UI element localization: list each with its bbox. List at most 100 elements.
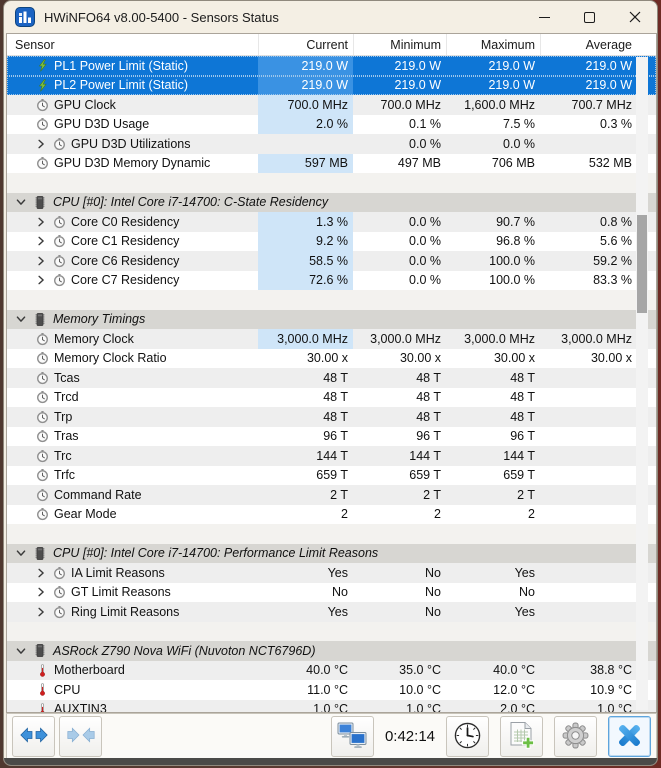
- sensor-row[interactable]: Memory Clock 3,000.0 MHz 3,000.0 MHz 3,000.…: [7, 329, 656, 349]
- column-header-current[interactable]: Current: [258, 34, 353, 55]
- reset-clock-button[interactable]: [446, 716, 489, 757]
- chevron-right-icon[interactable]: [35, 216, 47, 228]
- sensor-row[interactable]: Trfc 659 T 659 T 659 T: [7, 466, 656, 486]
- sensor-row[interactable]: IA Limit Reasons Yes No Yes: [7, 563, 656, 583]
- expand-columns-button[interactable]: [12, 716, 55, 757]
- sensor-label: Trc: [54, 448, 72, 463]
- chevron-right-icon[interactable]: [35, 235, 47, 247]
- sensor-row[interactable]: PL1 Power Limit (Static) 219.0 W 219.0 W 21…: [7, 56, 656, 76]
- minimize-button[interactable]: [522, 1, 567, 33]
- sensor-row[interactable]: Motherboard 40.0 °C 35.0 °C 40.0 °C 38.8 °C: [7, 660, 656, 680]
- chevron-right-icon[interactable]: [35, 606, 47, 618]
- collapse-columns-button[interactable]: [59, 716, 102, 757]
- chevron-right-icon[interactable]: [35, 586, 47, 598]
- section-header-row[interactable]: CPU [#0]: Intel Core i7-14700: Performan…: [7, 543, 656, 563]
- titlebar[interactable]: HWiNFO64 v8.00-5400 - Sensors Status: [4, 1, 657, 33]
- collapse-arrows-icon: [66, 726, 96, 747]
- gear-icon: [561, 721, 590, 753]
- sensor-row[interactable]: GPU D3D Usage 2.0 % 0.1 % 7.5 % 0.3 %: [7, 114, 656, 134]
- section-header-row[interactable]: Memory Timings: [7, 309, 656, 329]
- maximum-cell: 2.0 °C: [500, 702, 535, 712]
- chevron-right-icon[interactable]: [35, 255, 47, 267]
- sensor-row[interactable]: Memory Clock Ratio 30.00 x 30.00 x 30.00 x 3…: [7, 349, 656, 369]
- section-label: CPU [#0]: Intel Core i7-14700: Performan…: [53, 546, 379, 561]
- average-cell: 219.0 W: [585, 58, 632, 73]
- sensor-row[interactable]: GPU D3D Memory Dynamic 597 MB 497 MB 706 MB…: [7, 153, 656, 173]
- chip-icon: [33, 195, 47, 210]
- maximum-cell: No: [519, 585, 535, 600]
- sensor-row[interactable]: Ring Limit Reasons Yes No Yes: [7, 602, 656, 622]
- sensor-name-cell: Tras: [7, 427, 258, 447]
- scrollbar-thumb[interactable]: [637, 215, 647, 313]
- current-cell: 144 T: [316, 448, 348, 463]
- sensor-row[interactable]: GPU D3D Utilizations 0.0 % 0.0 %: [7, 134, 656, 154]
- chevron-right-icon[interactable]: [35, 567, 47, 579]
- sensor-label: Motherboard: [54, 663, 125, 678]
- sensor-label: CPU: [54, 682, 81, 697]
- chevron-down-icon[interactable]: [15, 196, 27, 208]
- sensor-row[interactable]: Command Rate 2 T 2 T 2 T: [7, 485, 656, 505]
- chevron-down-icon[interactable]: [15, 547, 27, 559]
- column-header-maximum[interactable]: Maximum: [446, 34, 540, 55]
- thermometer-icon: [35, 702, 49, 712]
- sensor-name-cell: Trc: [7, 446, 258, 466]
- close-button[interactable]: [608, 716, 651, 757]
- chevron-down-icon[interactable]: [15, 313, 27, 325]
- report-button[interactable]: [500, 716, 543, 757]
- toolbar-right-group: 0:42:14: [330, 716, 651, 757]
- sensor-name-cell: Core C0 Residency: [7, 212, 258, 232]
- chevron-right-icon[interactable]: [35, 274, 47, 286]
- column-header-average[interactable]: Average: [540, 34, 656, 55]
- sensor-row[interactable]: CPU 11.0 °C 10.0 °C 12.0 °C 10.9 °C: [7, 680, 656, 700]
- sensor-row[interactable]: GPU Clock 700.0 MHz 700.0 MHz 1,600.0 MHz 70…: [7, 95, 656, 115]
- section-header-row[interactable]: CPU [#0]: Intel Core i7-14700: C-State R…: [7, 192, 656, 212]
- sensor-row[interactable]: Trc 144 T 144 T 144 T: [7, 446, 656, 466]
- close-icon: [629, 11, 640, 23]
- clock-icon: [35, 468, 49, 483]
- sensor-label: GPU D3D Memory Dynamic: [54, 156, 211, 171]
- sensor-row[interactable]: Trcd 48 T 48 T 48 T: [7, 388, 656, 408]
- sensor-row[interactable]: Core C7 Residency 72.6 % 0.0 % 100.0 % 83.3 …: [7, 270, 656, 290]
- thermometer-icon: [35, 682, 49, 697]
- sensor-row[interactable]: Trp 48 T 48 T 48 T: [7, 407, 656, 427]
- sensor-row[interactable]: PL2 Power Limit (Static) 219.0 W 219.0 W 21…: [7, 75, 656, 95]
- section-label: CPU [#0]: Intel Core i7-14700: C-State R…: [53, 195, 329, 210]
- sensor-row[interactable]: Tras 96 T 96 T 96 T: [7, 427, 656, 447]
- section-header-row[interactable]: ASRock Z790 Nova WiFi (Nuvoton NCT6796D): [7, 641, 656, 661]
- sensor-name-cell: Trp: [7, 407, 258, 427]
- maximum-cell: 40.0 °C: [493, 663, 535, 678]
- current-cell: 1.3 %: [258, 212, 353, 232]
- maximum-cell: 219.0 W: [488, 78, 535, 93]
- maximum-cell: 30.00 x: [493, 351, 535, 366]
- sensor-name-cell: Core C1 Residency: [7, 232, 258, 252]
- maximize-button[interactable]: [567, 1, 612, 33]
- spacer-row: [7, 173, 656, 193]
- minimum-cell: 659 T: [409, 468, 441, 483]
- sensor-row[interactable]: Tcas 48 T 48 T 48 T: [7, 368, 656, 388]
- chevron-down-icon[interactable]: [15, 645, 27, 657]
- sensor-row[interactable]: AUXTIN3 1.0 °C 1.0 °C 2.0 °C 1.0 °C: [7, 699, 656, 712]
- clock-icon: [35, 156, 49, 171]
- clock-icon: [52, 253, 66, 268]
- maximum-cell: 0.0 %: [503, 136, 535, 151]
- sensor-row[interactable]: Gear Mode 2 2 2: [7, 505, 656, 525]
- chevron-right-icon[interactable]: [35, 138, 47, 150]
- sensor-name-cell: Command Rate: [7, 485, 258, 505]
- current-cell: 48 T: [323, 409, 348, 424]
- lightning-icon: [35, 78, 49, 93]
- maximum-cell: Yes: [514, 565, 535, 580]
- column-header-sensor[interactable]: Sensor: [15, 37, 55, 52]
- settings-button[interactable]: [554, 716, 597, 757]
- sensor-row[interactable]: GT Limit Reasons No No No: [7, 583, 656, 603]
- current-cell: Yes: [327, 565, 348, 580]
- sensor-name-cell: AUXTIN3: [7, 700, 258, 712]
- close-window-button[interactable]: [612, 1, 657, 33]
- vertical-scrollbar[interactable]: [636, 57, 648, 710]
- sensor-row[interactable]: Core C1 Residency 9.2 % 0.0 % 96.8 % 5.6 %: [7, 231, 656, 252]
- minimum-cell: No: [425, 604, 441, 619]
- sensor-row[interactable]: Core C6 Residency 58.5 % 0.0 % 100.0 % 59.2 …: [7, 251, 656, 271]
- remote-monitoring-button[interactable]: [330, 716, 374, 757]
- sensor-row[interactable]: Core C0 Residency 1.3 % 0.0 % 90.7 % 0.8 %: [7, 212, 656, 232]
- column-header-minimum[interactable]: Minimum: [353, 34, 446, 55]
- current-cell: 96 T: [323, 429, 348, 444]
